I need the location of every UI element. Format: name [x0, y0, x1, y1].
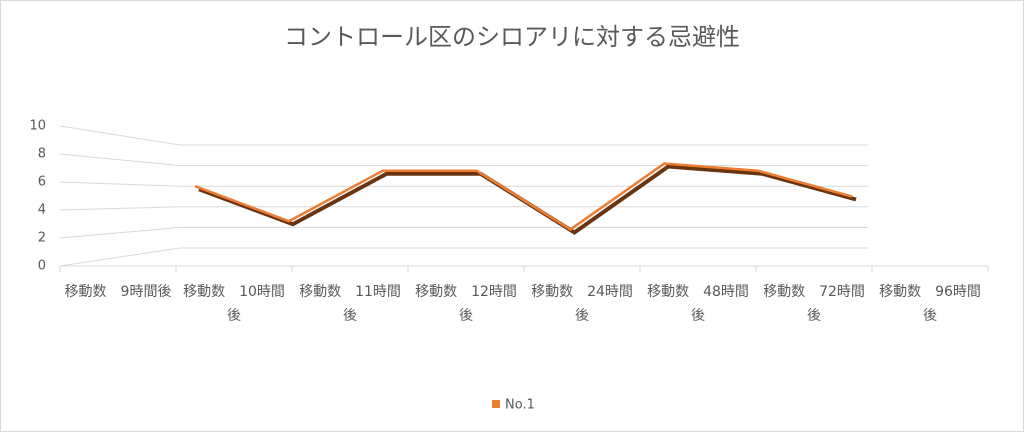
y-tick-label: 10: [29, 119, 46, 134]
chart-title: コントロール区のシロアリに対する忌避性: [284, 23, 740, 51]
x-tick-label: 移動数 10時間後: [183, 284, 285, 324]
x-tick-label: 移動数 72時間後: [763, 284, 865, 324]
line: [194, 162, 853, 231]
grid-line: [59, 206, 181, 211]
grid-line: [59, 226, 181, 239]
y-tick-label: 6: [38, 175, 46, 190]
grid-line: [59, 125, 181, 146]
grid-line: [59, 247, 181, 267]
x-tick-label: 移動数 9時間後: [64, 284, 172, 300]
legend-label: No.1: [505, 398, 535, 413]
grid-line: [59, 181, 181, 187]
y-tick-label: 4: [38, 203, 46, 218]
y-tick-label: 2: [38, 231, 46, 246]
y-tick-label: 0: [38, 259, 46, 274]
x-tick-label: 移動数 96時間後: [879, 284, 981, 324]
x-tick-label: 移動数 24時間後: [531, 284, 633, 324]
x-tick-label: 移動数 11時間後: [299, 284, 401, 324]
legend-swatch: [492, 400, 500, 408]
x-tick-label: 移動数 12時間後: [415, 284, 517, 324]
x-tick-label: 移動数 48時間後: [647, 284, 749, 324]
y-tick-label: 8: [38, 147, 46, 162]
grid-line: [59, 153, 181, 167]
